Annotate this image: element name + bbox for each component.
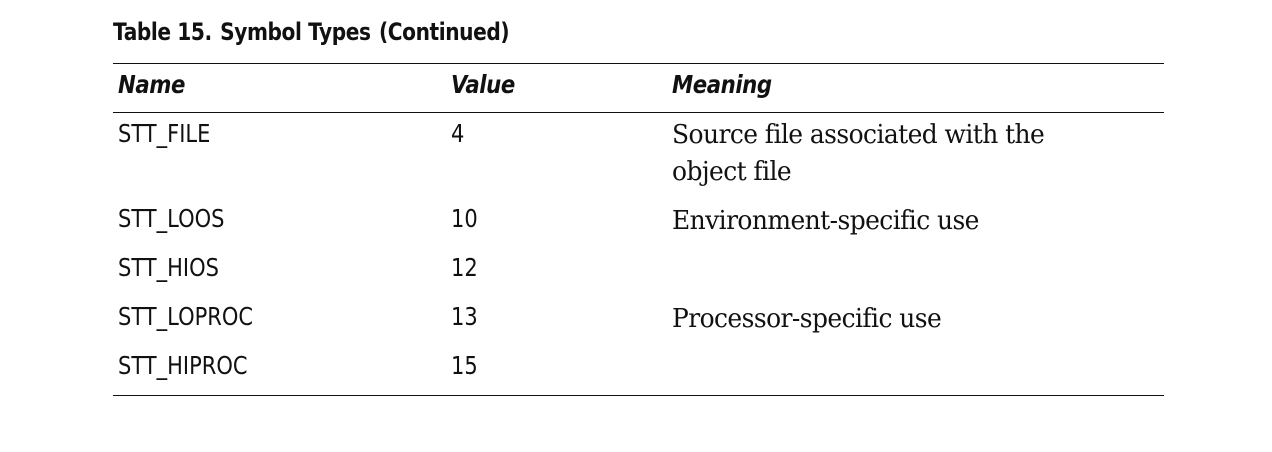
header-rule (113, 112, 1164, 113)
table-caption-note: (Continued) (378, 18, 510, 46)
row-meaning-line: object file (672, 157, 792, 187)
row-name: STT_HIOS (118, 253, 219, 282)
table-caption-title: Symbol Types (220, 18, 371, 46)
row-name: STT_FILE (118, 119, 211, 148)
header-name: Name (118, 70, 185, 99)
row-meaning: Processor-specific use (672, 304, 942, 334)
row-value: 15 (451, 351, 478, 380)
table-caption-label: Table 15. (113, 18, 212, 46)
row-name: STT_LOOS (118, 204, 225, 233)
table-top-rule (113, 63, 1164, 64)
row-value: 10 (451, 204, 478, 233)
row-name: STT_LOPROC (118, 302, 254, 331)
row-meaning: Environment-specific use (672, 206, 979, 236)
row-value: 12 (451, 253, 478, 282)
table-caption: Table 15. Symbol Types (Continued) (113, 18, 510, 46)
row-value: 4 (451, 119, 465, 148)
row-meaning: Source file associated with the object f… (672, 117, 1045, 191)
row-value: 13 (451, 302, 478, 331)
row-meaning-line: Source file associated with the (672, 120, 1045, 150)
header-meaning: Meaning (672, 70, 772, 99)
row-name: STT_HIPROC (118, 351, 248, 380)
header-value: Value (451, 70, 515, 99)
table-bottom-rule (113, 395, 1164, 396)
